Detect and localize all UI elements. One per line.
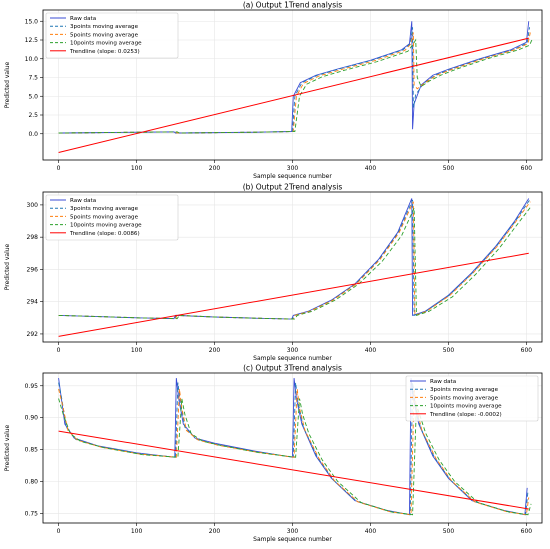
y-tick-label: 0.75 xyxy=(25,510,39,517)
x-tick-label: 400 xyxy=(365,165,377,172)
legend-label: Raw data xyxy=(70,198,96,204)
chart-title: (b) Output 2Trend analysis xyxy=(243,183,343,192)
chart-panel: (c) Output 3Trend analysis 0 100 200 300 400 5… xyxy=(4,364,543,543)
legend-label: 10points moving average xyxy=(430,404,502,410)
legend-box xyxy=(405,375,539,422)
plot-frame xyxy=(42,191,543,343)
x-tick-label: 100 xyxy=(131,528,143,535)
x-tick-label: 500 xyxy=(443,347,455,354)
y-tick-label: 0.0 xyxy=(28,131,38,138)
y-tick-label: 300 xyxy=(27,202,39,209)
series-line xyxy=(58,38,533,134)
x-axis-label: Sample sequence number xyxy=(253,173,332,180)
y-tick-label: 296 xyxy=(27,266,39,273)
legend-label: 3points moving average xyxy=(430,387,499,393)
x-tick-label: 600 xyxy=(521,347,533,354)
series-line xyxy=(58,32,531,134)
plot-frame xyxy=(42,372,543,524)
legend-label: Trendline (slope: 0.0253) xyxy=(69,49,140,55)
chart-title: (c) Output 3Trend analysis xyxy=(243,364,342,373)
series-line xyxy=(58,206,532,320)
y-tick-label: 12.5 xyxy=(25,37,39,44)
chart-title: (a) Output 1Trend analysis xyxy=(243,1,342,10)
y-tick-label: 298 xyxy=(27,234,39,241)
series-line xyxy=(58,398,532,516)
y-axis-label: Predicted value xyxy=(4,243,11,290)
x-tick-label: 300 xyxy=(287,528,299,535)
x-tick-label: 0 xyxy=(57,165,61,172)
series-line xyxy=(58,37,529,153)
y-tick-label: 7.5 xyxy=(28,75,38,82)
x-axis-label: Sample sequence number xyxy=(253,536,332,543)
x-tick-label: 200 xyxy=(209,165,221,172)
legend-box xyxy=(45,194,179,241)
y-tick-label: 0.85 xyxy=(25,447,39,454)
x-tick-label: 500 xyxy=(443,528,455,535)
x-tick-label: 500 xyxy=(443,165,455,172)
y-tick-label: 0.95 xyxy=(25,383,39,390)
x-tick-label: 200 xyxy=(209,347,221,354)
legend-label: Trendline (slope: -0.0002) xyxy=(429,412,502,418)
x-tick-label: 600 xyxy=(521,528,533,535)
series-line xyxy=(58,388,530,516)
x-tick-label: 400 xyxy=(365,528,377,535)
legend-label: Trendline (slope: 0.0086) xyxy=(69,231,140,237)
series-line xyxy=(58,201,531,320)
series-line xyxy=(58,21,530,134)
legend-label: 10points moving average xyxy=(70,223,142,229)
x-tick-label: 200 xyxy=(209,528,221,535)
y-tick-label: 0.90 xyxy=(25,415,39,422)
x-tick-label: 400 xyxy=(365,347,377,354)
legend-label: 10points moving average xyxy=(70,41,142,47)
legend-label: 5points moving average xyxy=(70,214,139,220)
legend-label: Raw data xyxy=(430,379,456,385)
y-tick-label: 10.0 xyxy=(25,56,39,63)
legend-label: 5points moving average xyxy=(70,32,139,38)
chart-panel: (a) Output 1Trend analysis 0 100 200 300 400 5… xyxy=(4,1,543,180)
legend-label: 3points moving average xyxy=(70,206,139,212)
y-axis-label: Predicted value xyxy=(4,61,11,108)
legend-label: Raw data xyxy=(70,16,96,22)
x-tick-label: 600 xyxy=(521,165,533,172)
x-axis-label: Sample sequence number xyxy=(253,355,332,362)
series-line xyxy=(58,27,530,134)
legend-label: 5points moving average xyxy=(430,395,499,401)
y-tick-label: 0.80 xyxy=(25,479,39,486)
plot-frame xyxy=(42,9,543,161)
chart-panel: (b) Output 2Trend analysis 0 100 200 300 400 5… xyxy=(4,183,543,362)
series-line xyxy=(58,252,529,337)
series-line xyxy=(58,430,529,510)
x-tick-label: 100 xyxy=(131,165,143,172)
y-axis-label: Predicted value xyxy=(4,424,11,471)
x-tick-label: 100 xyxy=(131,347,143,354)
legend-box xyxy=(45,12,179,59)
y-tick-label: 292 xyxy=(27,331,39,338)
legend-label: 3points moving average xyxy=(70,24,139,30)
x-tick-label: 300 xyxy=(287,347,299,354)
x-tick-label: 300 xyxy=(287,165,299,172)
y-tick-label: 2.5 xyxy=(28,112,38,119)
x-tick-label: 0 xyxy=(57,528,61,535)
y-tick-label: 294 xyxy=(27,299,39,306)
x-tick-label: 0 xyxy=(57,347,61,354)
y-tick-label: 15.0 xyxy=(25,18,39,25)
y-tick-label: 5.0 xyxy=(28,93,38,100)
